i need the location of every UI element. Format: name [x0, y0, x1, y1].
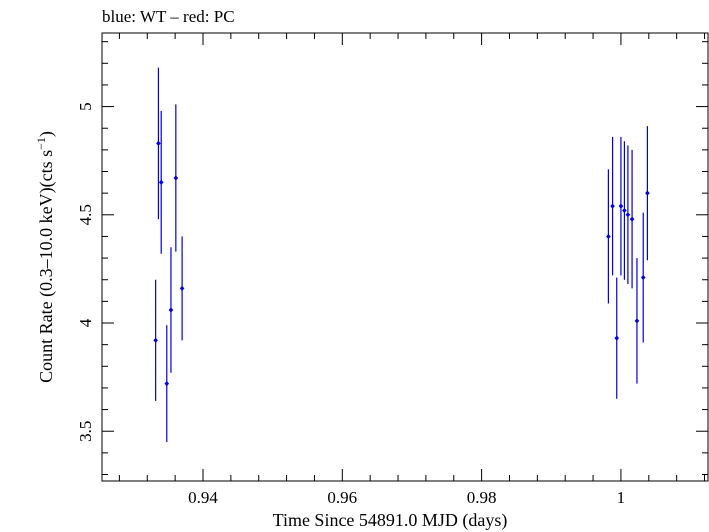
data-point: [629, 216, 635, 222]
data-points: [153, 67, 650, 443]
data-point: [625, 212, 631, 218]
y-axis-label: Count Rate (0.3–10.0 keV)(cts s−1): [34, 131, 57, 383]
data-point: [153, 337, 158, 343]
y-tick-label: 4: [76, 318, 95, 327]
data-point: [614, 335, 620, 341]
plot-frame: [101, 32, 709, 482]
x-axis-label: Time Since 54891.0 MJD (days): [273, 510, 508, 531]
data-point: [610, 203, 615, 209]
data-point: [606, 233, 611, 240]
data-point: [640, 274, 646, 281]
x-tick-label: 0.94: [188, 488, 218, 507]
x-tick-label: 0.98: [467, 488, 497, 507]
data-point: [179, 285, 185, 291]
y-tick-label: 5: [76, 102, 95, 111]
chart-title: blue: WT – red: PC: [102, 7, 235, 26]
data-point: [158, 179, 164, 185]
data-point: [156, 140, 161, 146]
data-point: [634, 318, 640, 324]
data-point: [622, 207, 627, 214]
data-point: [645, 190, 650, 196]
data-point: [168, 307, 174, 313]
data-point: [618, 203, 624, 209]
x-tick-label: 1: [617, 488, 626, 507]
y-axis-label-main: Count Rate (0.3–10.0 keV)(cts s: [36, 150, 57, 383]
data-point: [164, 381, 170, 387]
y-axis-label-close: ): [36, 131, 57, 137]
y-axis-label-superscript: −1: [34, 137, 48, 150]
x-tick-label: 0.96: [327, 488, 357, 507]
axis-tick-labels: 0.94 0.96 0.98 1 3.5 4 4.5 5: [76, 102, 625, 507]
data-point: [173, 175, 179, 181]
axis-ticks: [102, 33, 708, 481]
y-tick-label: 3.5: [76, 421, 95, 442]
y-tick-label: 4.5: [76, 204, 95, 225]
